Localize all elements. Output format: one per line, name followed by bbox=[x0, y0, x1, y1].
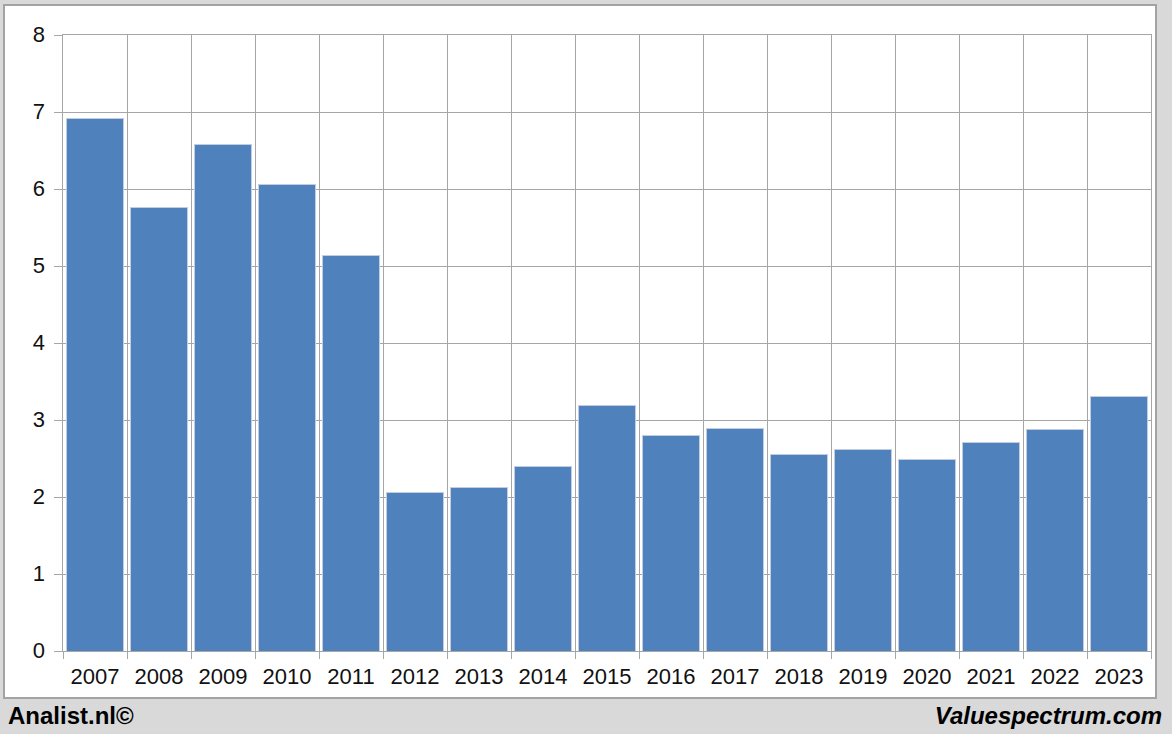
gridline-vertical bbox=[1023, 35, 1024, 651]
x-axis-tick-label: 2022 bbox=[1023, 664, 1087, 690]
gridline-vertical bbox=[511, 35, 512, 651]
x-axis-tick-label: 2017 bbox=[703, 664, 767, 690]
y-axis-tick-label: 5 bbox=[11, 254, 45, 278]
x-axis-tick-label: 2015 bbox=[575, 664, 639, 690]
bar-2009 bbox=[194, 144, 252, 651]
y-axis-tick-label: 0 bbox=[11, 639, 45, 663]
bar-2008 bbox=[130, 207, 188, 651]
x-axis-tick bbox=[767, 652, 768, 659]
x-axis-tick bbox=[1151, 652, 1152, 659]
bar-2018 bbox=[770, 454, 828, 651]
gridline-vertical bbox=[127, 35, 128, 651]
x-axis-tick bbox=[1087, 652, 1088, 659]
y-axis-tick bbox=[54, 343, 63, 344]
bar-2020 bbox=[898, 459, 956, 651]
x-axis-tick-label: 2007 bbox=[63, 664, 127, 690]
x-axis-tick bbox=[831, 652, 832, 659]
x-axis-tick-label: 2013 bbox=[447, 664, 511, 690]
x-axis-tick bbox=[191, 652, 192, 659]
x-axis-tick bbox=[639, 652, 640, 659]
gridline-vertical bbox=[383, 35, 384, 651]
bar-2010 bbox=[258, 184, 316, 651]
attribution-bar: Analist.nl© Valuespectrum.com bbox=[0, 699, 1172, 734]
y-axis-tick-label: 8 bbox=[11, 23, 45, 47]
y-axis-tick-label: 3 bbox=[11, 408, 45, 432]
bar-2023 bbox=[1090, 396, 1148, 651]
bar-2014 bbox=[514, 466, 572, 651]
x-axis-tick-label: 2012 bbox=[383, 664, 447, 690]
x-axis-tick-label: 2018 bbox=[767, 664, 831, 690]
x-axis-tick bbox=[447, 652, 448, 659]
bar-2022 bbox=[1026, 429, 1084, 651]
y-axis-tick-label: 6 bbox=[11, 177, 45, 201]
x-axis-tick-label: 2023 bbox=[1087, 664, 1151, 690]
x-axis-tick bbox=[63, 652, 64, 659]
gridline-vertical bbox=[447, 35, 448, 651]
y-axis-tick bbox=[54, 112, 63, 113]
x-axis-tick bbox=[511, 652, 512, 659]
bar-2012 bbox=[386, 492, 444, 651]
y-axis-tick bbox=[54, 574, 63, 575]
x-axis-tick-label: 2008 bbox=[127, 664, 191, 690]
y-axis-tick bbox=[54, 497, 63, 498]
gridline-vertical bbox=[191, 35, 192, 651]
x-axis-tick bbox=[127, 652, 128, 659]
bar-2013 bbox=[450, 487, 508, 651]
gridline-vertical bbox=[767, 35, 768, 651]
bar-2017 bbox=[706, 428, 764, 651]
analist-attribution: Analist.nl© bbox=[8, 699, 134, 733]
gridline-vertical bbox=[895, 35, 896, 651]
bar-2016 bbox=[642, 435, 700, 651]
x-axis-tick-label: 2011 bbox=[319, 664, 383, 690]
plot-area: 0123456782007200820092010201120122013201… bbox=[62, 34, 1152, 652]
x-axis-tick bbox=[703, 652, 704, 659]
gridline-vertical bbox=[1087, 35, 1088, 651]
gridline-vertical bbox=[575, 35, 576, 651]
y-axis-tick-label: 7 bbox=[11, 100, 45, 124]
x-axis-tick-label: 2021 bbox=[959, 664, 1023, 690]
y-axis-tick bbox=[54, 189, 63, 190]
x-axis-tick-label: 2019 bbox=[831, 664, 895, 690]
x-axis-tick bbox=[319, 652, 320, 659]
y-axis-tick bbox=[54, 266, 63, 267]
chart-canvas: 0123456782007200820092010201120122013201… bbox=[3, 4, 1157, 699]
x-axis-tick-label: 2016 bbox=[639, 664, 703, 690]
y-axis-tick bbox=[54, 420, 63, 421]
x-axis-tick bbox=[1023, 652, 1024, 659]
x-axis-tick bbox=[255, 652, 256, 659]
x-axis-tick-label: 2010 bbox=[255, 664, 319, 690]
gridline-vertical bbox=[703, 35, 704, 651]
gridline-horizontal bbox=[63, 112, 1151, 113]
gridline-vertical bbox=[319, 35, 320, 651]
x-axis-tick bbox=[383, 652, 384, 659]
gridline-vertical bbox=[831, 35, 832, 651]
x-axis-tick-label: 2009 bbox=[191, 664, 255, 690]
y-axis-tick-label: 2 bbox=[11, 485, 45, 509]
bar-2011 bbox=[322, 255, 380, 651]
x-axis-tick bbox=[959, 652, 960, 659]
y-axis-tick bbox=[54, 35, 63, 36]
bar-2021 bbox=[962, 442, 1020, 651]
y-axis-tick-label: 1 bbox=[11, 562, 45, 586]
x-axis-tick-label: 2020 bbox=[895, 664, 959, 690]
bar-2019 bbox=[834, 449, 892, 651]
gridline-vertical bbox=[639, 35, 640, 651]
gridline-vertical bbox=[255, 35, 256, 651]
x-axis-tick bbox=[895, 652, 896, 659]
x-axis-tick-label: 2014 bbox=[511, 664, 575, 690]
valuespectrum-attribution: Valuespectrum.com bbox=[935, 699, 1162, 733]
x-axis-tick bbox=[575, 652, 576, 659]
bar-2007 bbox=[66, 118, 124, 651]
chart-page: 0123456782007200820092010201120122013201… bbox=[0, 0, 1172, 734]
bar-2015 bbox=[578, 405, 636, 651]
y-axis-tick-label: 4 bbox=[11, 331, 45, 355]
gridline-vertical bbox=[959, 35, 960, 651]
